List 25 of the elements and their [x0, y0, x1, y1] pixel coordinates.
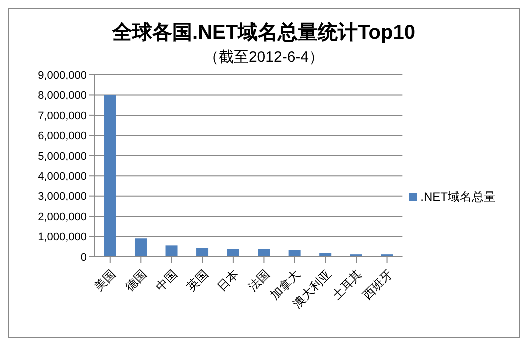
y-tick-label: 2,000,000: [38, 211, 87, 224]
bar: [134, 238, 147, 257]
bar: [104, 95, 116, 257]
legend-label: .NET域名总量: [420, 190, 496, 204]
chart-title: 全球各国.NET域名总量统计Top10: [111, 20, 416, 46]
x-tick-label: 美国: [92, 267, 119, 294]
x-tick-label: 德国: [122, 267, 150, 294]
y-tick-label: 7,000,000: [38, 110, 87, 122]
y-tick-label: 5,000,000: [38, 150, 87, 163]
bar: [166, 246, 178, 257]
y-tick-label: 4,000,000: [38, 171, 87, 184]
y-tick-label: 6,000,000: [38, 130, 87, 143]
bar: [258, 249, 270, 257]
x-tick-label: 日本: [214, 267, 242, 294]
y-tick-label: 1,000,000: [38, 232, 87, 244]
x-tick-label: 中国: [153, 267, 180, 294]
y-tick-label: 8,000,000: [38, 90, 87, 102]
chart-subtitle: （截至2012-6-4）: [202, 48, 326, 67]
bar: [196, 248, 209, 257]
bar: [227, 249, 240, 257]
x-tick-label: 英国: [184, 267, 212, 294]
y-tick-label: 3,000,000: [38, 191, 87, 204]
bar: [288, 250, 301, 257]
y-tick-label: 0: [80, 252, 87, 264]
y-tick-label: 9,000,000: [38, 70, 87, 82]
